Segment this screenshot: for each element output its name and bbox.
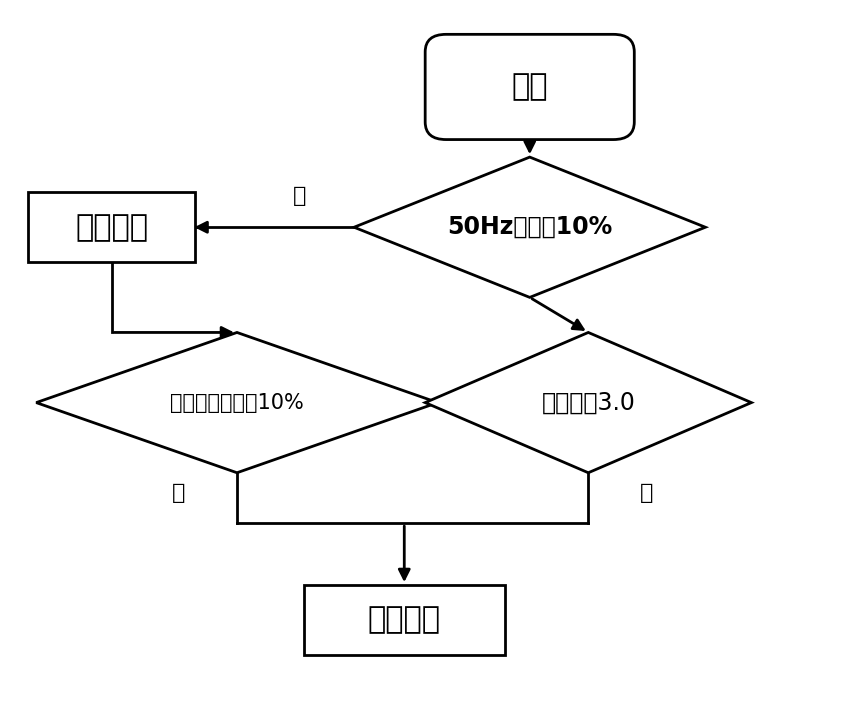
Text: 系统干扰: 系统干扰	[75, 213, 148, 242]
Text: 奇偶次谐波比＜10%: 奇偶次谐波比＜10%	[170, 392, 304, 413]
Text: 振动熵＞3.0: 振动熵＞3.0	[541, 390, 635, 414]
Text: 50Hz比重＞10%: 50Hz比重＞10%	[447, 215, 612, 239]
Polygon shape	[425, 332, 751, 473]
Polygon shape	[36, 332, 438, 473]
Polygon shape	[354, 157, 706, 298]
Text: 是: 是	[640, 484, 653, 503]
Text: 开始: 开始	[511, 72, 548, 101]
Text: 绕组变形: 绕组变形	[368, 606, 440, 635]
Text: 是: 是	[172, 484, 185, 503]
Bar	[304, 585, 504, 655]
FancyBboxPatch shape	[425, 35, 634, 139]
Text: 是: 是	[293, 186, 306, 206]
Bar	[28, 192, 195, 262]
